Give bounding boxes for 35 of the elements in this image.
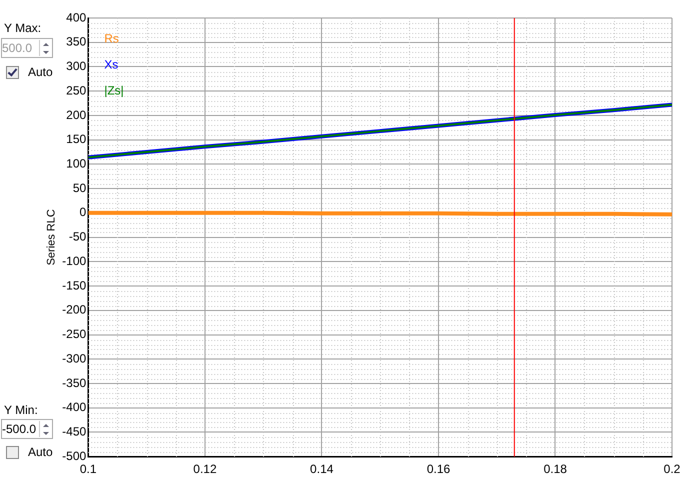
y-tick-label: -350 [62, 376, 87, 390]
x-tick-label: 0.12 [193, 462, 217, 476]
y-tick-label: 50 [72, 180, 87, 195]
text: 500.0 [2, 41, 34, 55]
y-tick-label: 200 [66, 108, 87, 122]
y-tick-label: -200 [62, 302, 87, 317]
x-tick-label: 0.18 [544, 462, 568, 476]
text: Auto [28, 65, 53, 79]
y-tick-label: -400 [62, 400, 87, 414]
y-tick-label: 250 [66, 83, 87, 98]
y-tick-label: -450 [62, 424, 87, 439]
y-tick-label: 400 [66, 10, 87, 24]
text: -500.0 [2, 422, 38, 436]
x-tick-label: 0.14 [310, 462, 334, 476]
x-tick-label: 0.1 [80, 462, 97, 476]
y-tick-label: -100 [62, 254, 87, 268]
text: |Zs| [104, 83, 124, 98]
y-tick-label: -250 [62, 327, 87, 342]
x-tick-label: 0.2 [664, 462, 681, 476]
x-tick-label: 0.16 [426, 462, 450, 476]
y-axis-title: Series RLC [46, 209, 58, 266]
y-tick-label: 150 [66, 132, 87, 146]
y-tick-label: 100 [66, 156, 87, 171]
y-tick-label: -50 [68, 230, 87, 244]
text: Rs [104, 31, 119, 46]
text: Y Min: [4, 403, 38, 417]
y-tick-label: -150 [62, 278, 87, 292]
text: Auto [28, 445, 53, 459]
y-tick-label: -300 [62, 351, 87, 366]
y-tick-label: -500 [62, 448, 87, 463]
y-tick-label: 0 [80, 205, 87, 220]
text: Y Max: [4, 21, 42, 35]
y-tick-label: 300 [66, 59, 87, 74]
text: Xs [104, 57, 118, 72]
y-tick-label: 350 [66, 34, 87, 49]
